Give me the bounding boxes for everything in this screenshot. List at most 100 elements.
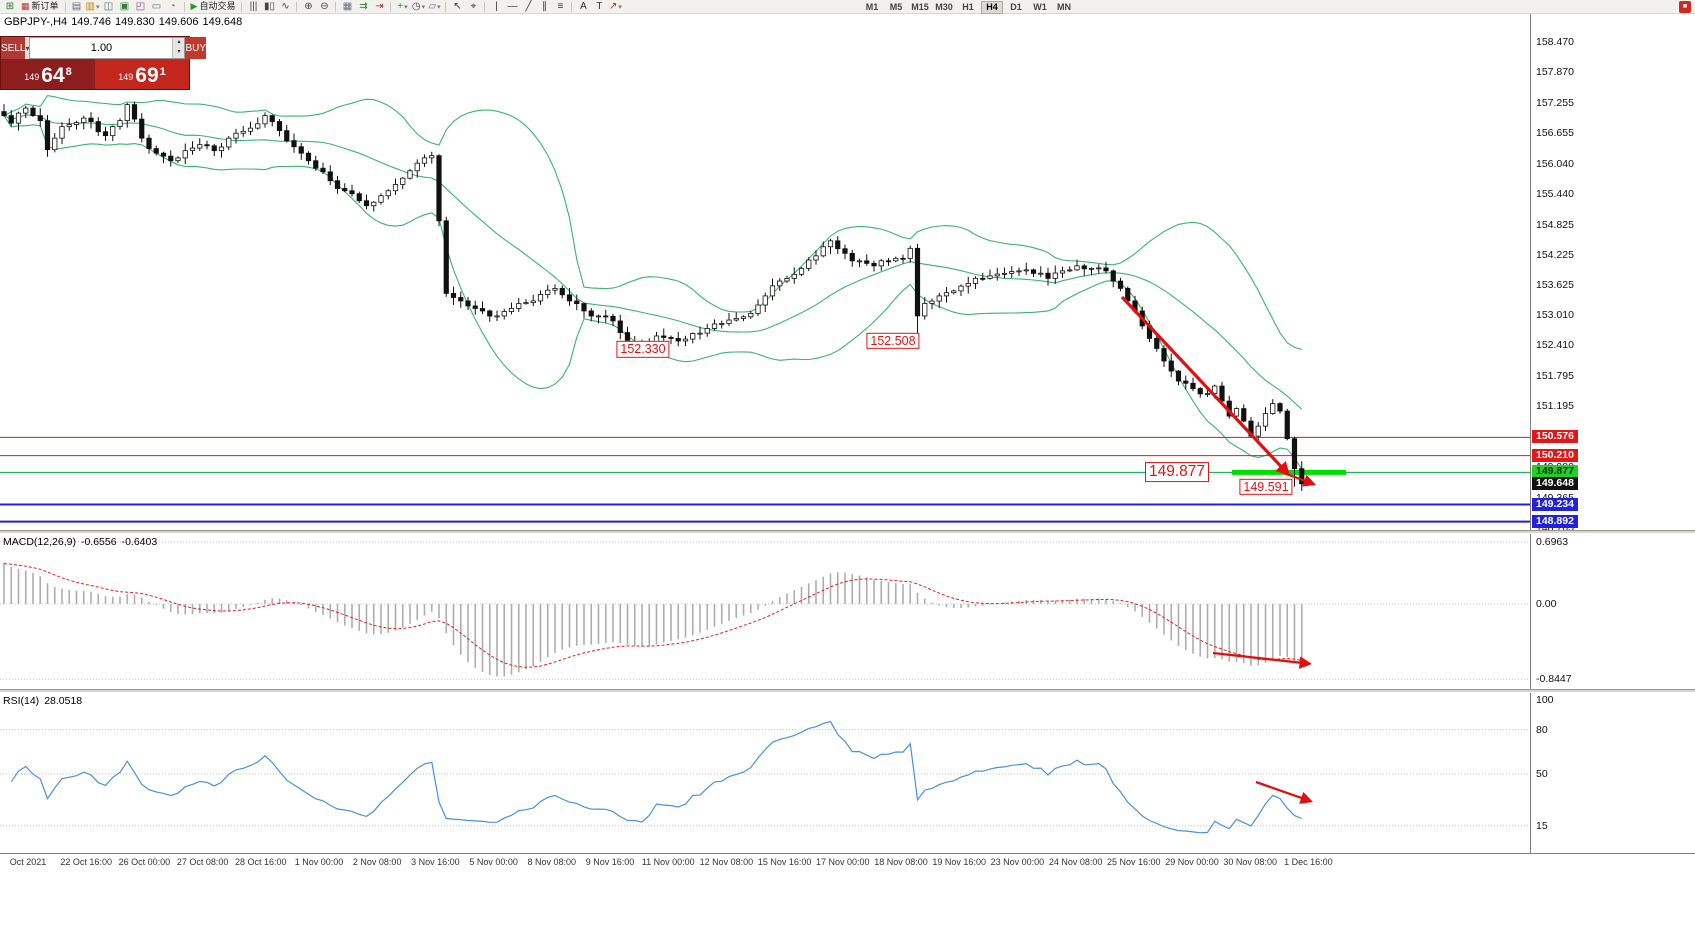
time-axis-label: 26 Oct 00:00 <box>118 857 171 867</box>
profiles-button[interactable]: ▥▾ <box>86 0 100 14</box>
volume-input[interactable] <box>30 38 173 58</box>
text-label-button[interactable]: T <box>592 0 606 13</box>
toolbar-separator <box>335 1 337 12</box>
arrows-icon: ↗ <box>609 0 618 12</box>
stop-icon[interactable]: ■ <box>1679 1 1691 13</box>
timeframe-m5[interactable]: M5 <box>889 1 903 12</box>
buy-price-button[interactable]: 149 69 1 <box>95 59 189 89</box>
timeframe-mn[interactable]: MN <box>1057 1 1071 12</box>
buy-button[interactable]: BUY <box>185 37 207 59</box>
arrows-button[interactable]: ↗▾ <box>608 0 622 14</box>
macd-histogram <box>3 562 1303 677</box>
candle <box>44 120 51 151</box>
candle <box>1030 269 1037 274</box>
data-window-button[interactable]: ▣ <box>118 0 132 13</box>
timeframe-w1[interactable]: W1 <box>1033 1 1047 12</box>
trend-arrow[interactable] <box>1255 780 1313 804</box>
time-axis-label: 28 Oct 16:00 <box>235 857 287 867</box>
price-axis[interactable]: 158.470 157.870 157.255 156.655 156.040 155.4… <box>1530 14 1695 872</box>
auto-scroll-button[interactable]: ⇉ <box>356 0 370 13</box>
rsi-panel[interactable] <box>0 693 1530 853</box>
fibonacci-button[interactable]: ≡ <box>553 0 567 13</box>
terminal-button[interactable]: ▭ <box>150 0 164 13</box>
candle <box>1052 272 1058 279</box>
timeframe-m30[interactable]: M30 <box>935 1 953 12</box>
price-callout[interactable]: 152.508 <box>866 332 920 349</box>
trend-arrow[interactable] <box>1283 471 1316 487</box>
candle <box>704 328 710 334</box>
periods-button[interactable]: ◷▾ <box>411 0 425 14</box>
market-watch-button[interactable]: ◫ <box>102 0 116 13</box>
text-button[interactable]: A <box>576 0 590 13</box>
sell-button[interactable]: SELL <box>1 37 26 59</box>
horizontal-price-lines[interactable] <box>0 436 1530 523</box>
new-order-button[interactable]: ▦ 新订单 <box>18 0 62 13</box>
equidistant-channel-button[interactable]: ∥ <box>537 0 551 13</box>
timeframe-m15[interactable]: M15 <box>911 1 929 12</box>
candle <box>429 155 435 159</box>
candle <box>30 107 36 117</box>
rsi-label: RSI(14) 28.0518 <box>3 695 87 707</box>
charts-button[interactable]: ▤ <box>70 0 84 13</box>
candle <box>269 115 275 122</box>
horizontal-line-button[interactable]: — <box>505 0 519 13</box>
sell-price-button[interactable]: 149 64 8 <box>1 59 95 89</box>
candle <box>218 146 225 152</box>
line-chart-button[interactable]: ∿ <box>278 0 292 13</box>
candles-layer <box>1 101 1305 491</box>
panel-separator[interactable] <box>0 689 1695 693</box>
timeframe-h4[interactable]: H4 <box>981 0 1003 14</box>
panel-separator[interactable] <box>0 530 1695 534</box>
bar-chart-button[interactable]: ||| <box>246 0 260 13</box>
candle <box>842 248 848 254</box>
candle <box>189 147 196 152</box>
candle <box>806 259 812 269</box>
candle <box>110 126 116 137</box>
strategy-tester-button[interactable]: ◔ <box>166 0 180 13</box>
chart-shift-button[interactable]: ⇥ <box>372 0 386 13</box>
time-axis-label: 3 Nov 16:00 <box>411 857 460 867</box>
trend-arrow[interactable] <box>1120 295 1290 476</box>
indicators-button[interactable]: +▾ <box>395 0 409 14</box>
candle <box>1154 338 1160 349</box>
timeframe-h1[interactable]: H1 <box>962 1 974 12</box>
time-axis-label: 1 Nov 00:00 <box>294 857 344 867</box>
candle <box>102 131 109 137</box>
candle <box>1233 408 1240 417</box>
candle <box>1001 272 1008 275</box>
price-callout[interactable]: 149.877 <box>1144 462 1210 483</box>
cursor-button[interactable]: ↖ <box>450 0 464 13</box>
volume-dropdown-button[interactable]: ▾ <box>25 37 30 59</box>
timeframe-m1[interactable]: M1 <box>865 1 879 12</box>
new-chart-button[interactable]: ⊞ <box>3 0 17 13</box>
candle <box>769 285 776 297</box>
price-axis-label: 155.440 <box>1536 187 1574 200</box>
price-chart[interactable] <box>0 14 1530 530</box>
time-axis[interactable]: Oct 2021 22 Oct 16:00 26 Oct 00:00 27 Oct 0… <box>0 853 1695 872</box>
candle <box>363 200 370 207</box>
candle <box>59 126 65 139</box>
templates-button[interactable]: ▱▾ <box>427 0 441 14</box>
crosshair-button[interactable]: ⌖ <box>466 0 480 13</box>
timeframe-d1[interactable]: D1 <box>1010 1 1022 12</box>
tile-windows-button[interactable]: ▦ <box>340 0 354 13</box>
volume-down-button[interactable]: ▾ <box>177 49 181 55</box>
text-icon: A <box>580 1 587 12</box>
trendline-button[interactable]: ╱ <box>521 0 535 13</box>
trend-arrow[interactable] <box>1212 651 1312 669</box>
volume-up-button[interactable]: ▴ <box>177 39 181 45</box>
candlestick-chart-button[interactable]: ▮▯ <box>262 0 276 13</box>
macd-panel[interactable] <box>0 534 1530 689</box>
autotrade-button-label: 自动交易 <box>199 1 236 11</box>
candle <box>8 115 14 124</box>
price-callout[interactable]: 152.330 <box>616 341 670 358</box>
vertical-line-button[interactable]: | <box>489 0 503 13</box>
zoom-out-button[interactable]: ⊖ <box>317 0 331 13</box>
time-axis-label: 8 Nov 08:00 <box>527 857 577 867</box>
candle <box>1190 382 1196 389</box>
price-callout[interactable]: 149.591 <box>1239 478 1293 495</box>
navigator-button[interactable]: ◰ <box>134 0 148 13</box>
autotrade-button[interactable]: ▶ 自动交易 <box>188 0 239 13</box>
zoom-in-button[interactable]: ⊕ <box>301 0 315 13</box>
sell-price-sup: 8 <box>65 66 72 78</box>
